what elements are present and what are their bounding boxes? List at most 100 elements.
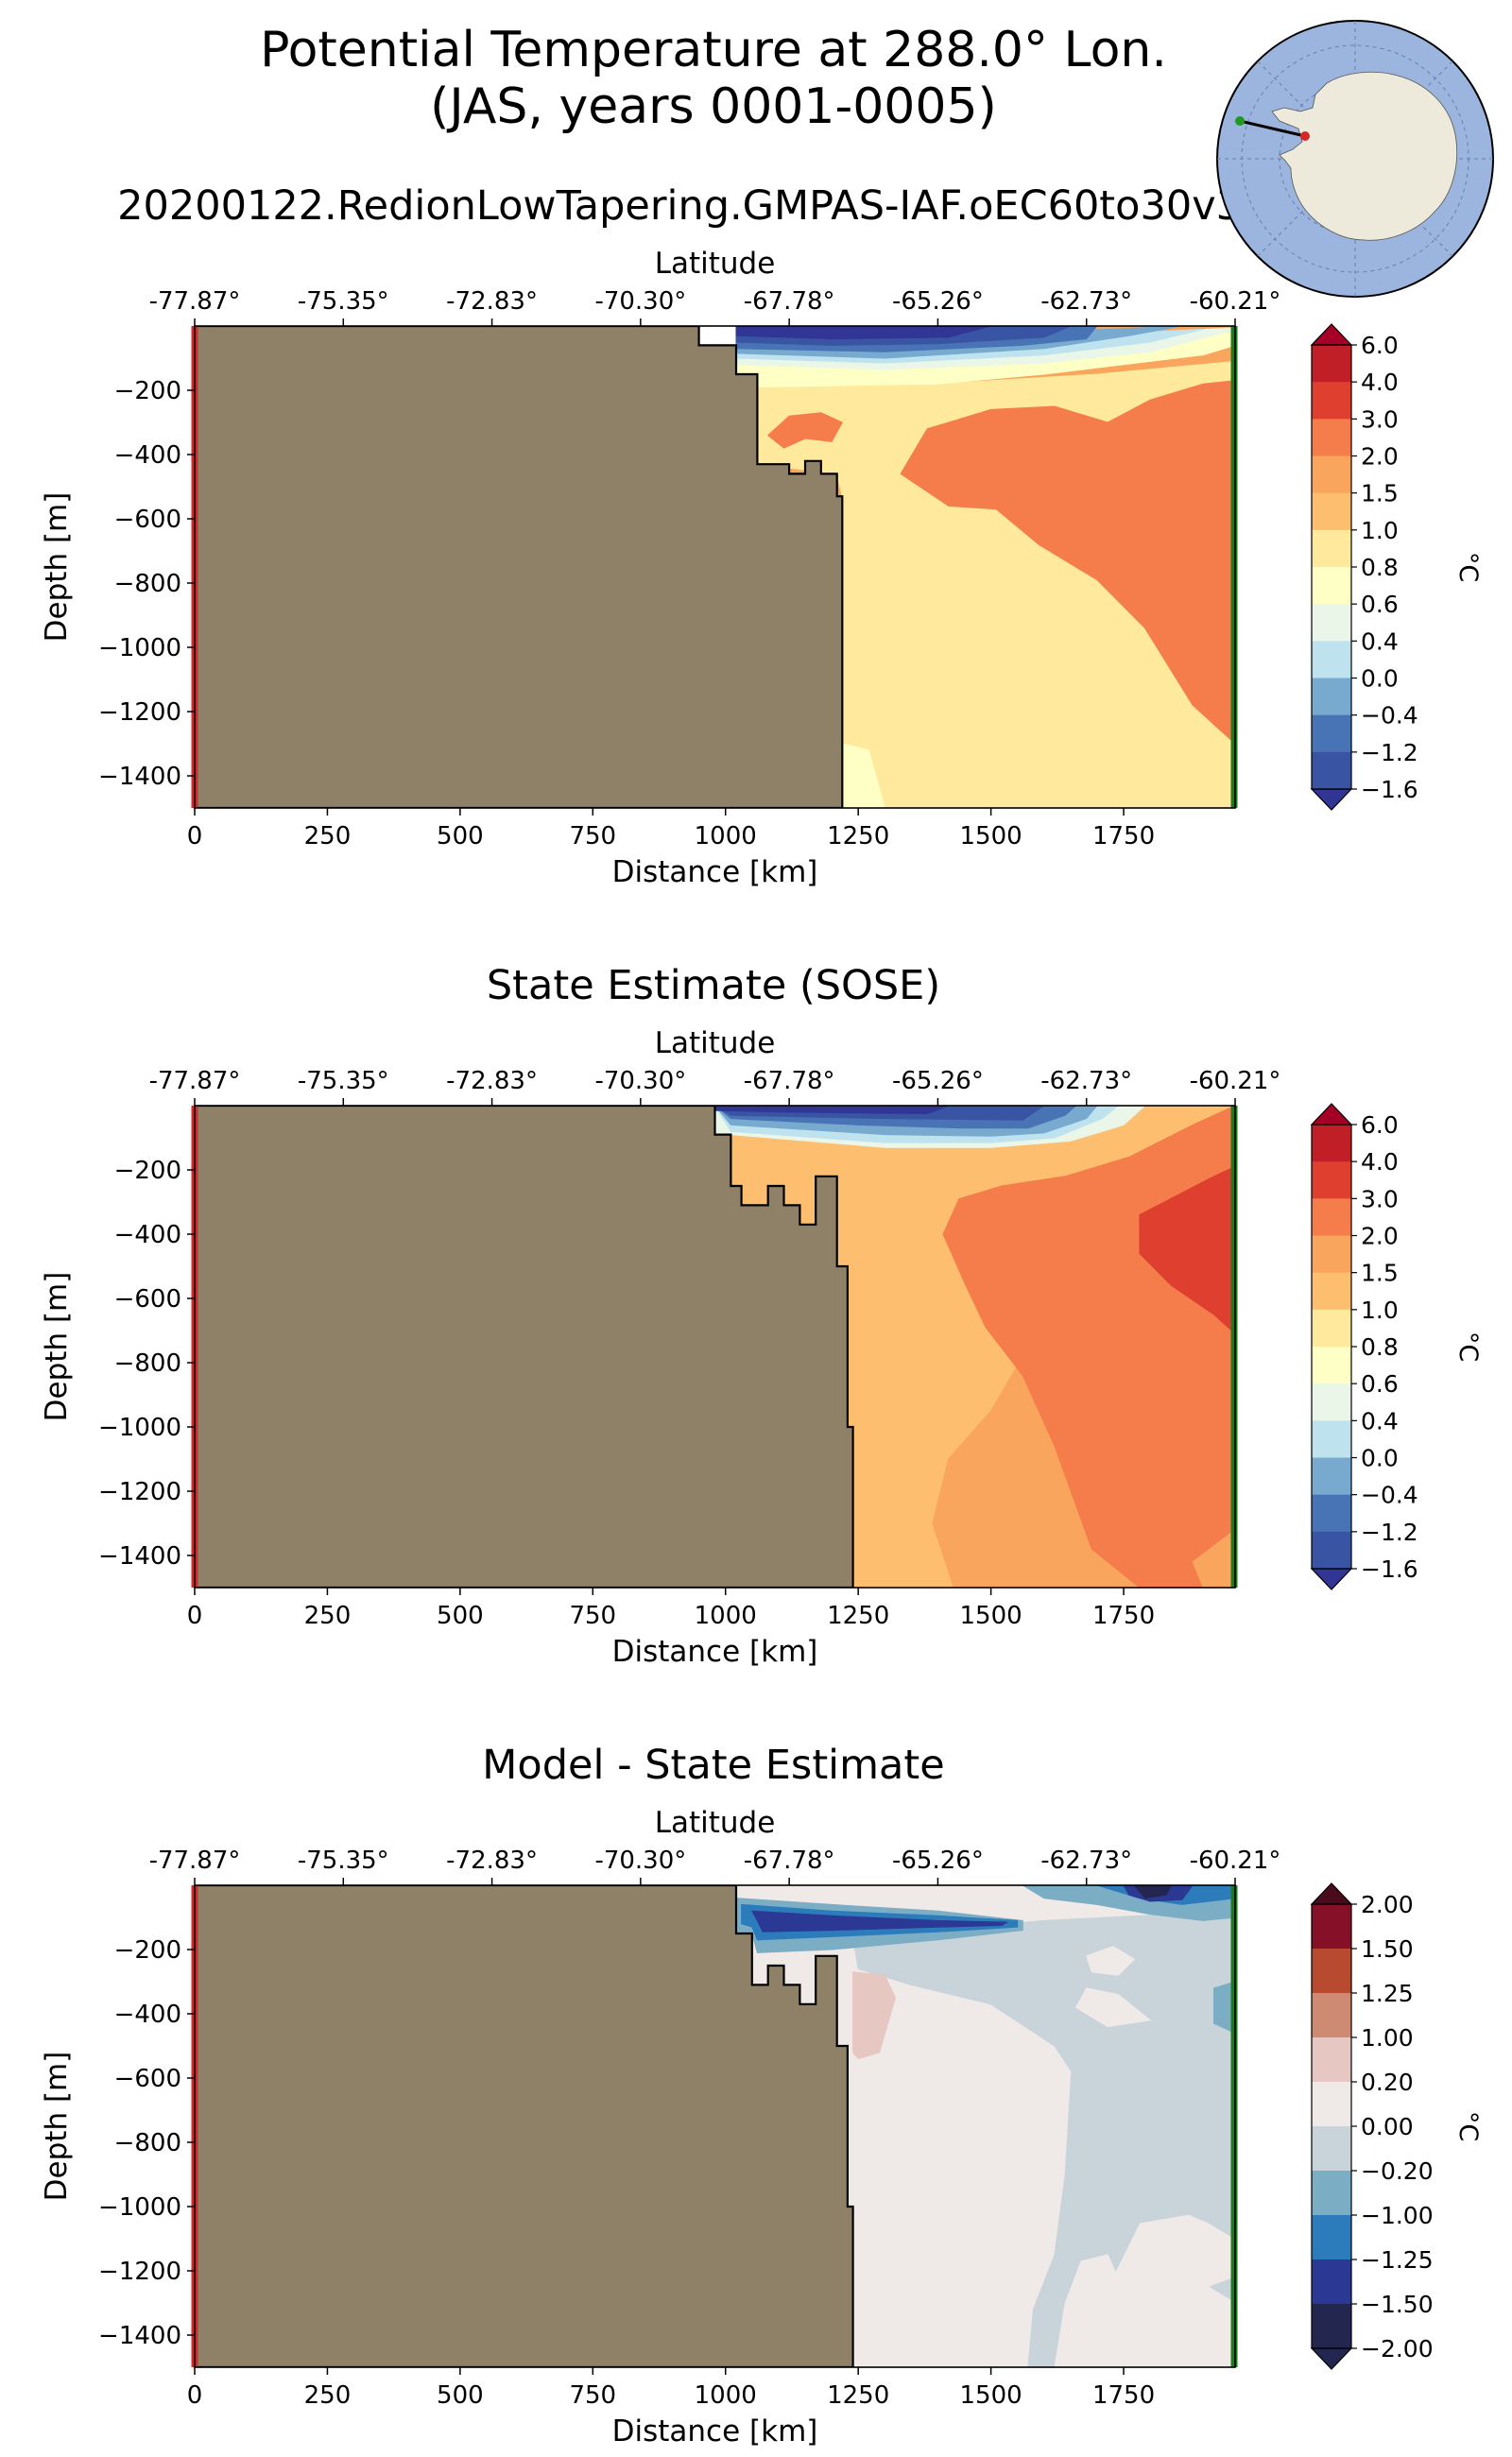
lat-tick-label: -75.35° — [298, 1847, 389, 1875]
x-tick-label: 0 — [187, 2381, 203, 2410]
contour-region — [1096, 1885, 1235, 1905]
lat-tick-label: -60.21° — [1190, 1067, 1281, 1095]
colorbar-tick-label: −1.00 — [1361, 2202, 1434, 2229]
difference-subtitle: Model - State Estimate — [482, 1742, 945, 1789]
colorbar-segment — [1312, 1347, 1351, 1384]
colorbar-segment — [1312, 1198, 1351, 1237]
colorbar-tick-label: 2.00 — [1361, 1891, 1414, 1918]
y-tick-label: −1000 — [98, 1414, 181, 1442]
panel-1: 0 250 500 750 1000 1250 1500 1750 −200 −400 −600 −8… — [40, 1026, 1483, 1669]
colorbar-segment — [1312, 2304, 1351, 2349]
colorbar-segment — [1312, 345, 1351, 383]
x-tick-label: 1500 — [960, 2381, 1022, 2410]
colorbar-tick-label: 0.6 — [1361, 591, 1399, 618]
colorbar-segment — [1312, 2082, 1351, 2127]
x-tick-label: 1750 — [1092, 2381, 1155, 2410]
y-tick-label: −800 — [114, 1349, 181, 1378]
contour-region — [852, 1910, 1235, 2240]
lat-tick-label: -62.73° — [1040, 287, 1132, 316]
colorbar-tick-label: −1.25 — [1361, 2246, 1434, 2274]
lat-tick-label: -75.35° — [298, 1067, 389, 1095]
colorbar-tick-label: 2.0 — [1361, 443, 1399, 471]
colorbar-max-extension — [1310, 1882, 1353, 1905]
x-tick-label: 1500 — [960, 1602, 1022, 1630]
contour-region — [735, 326, 1098, 352]
y-tick-label: −200 — [114, 377, 181, 405]
contour-region — [932, 1118, 1235, 1588]
contour-region — [741, 1903, 1019, 1941]
axes-frame — [194, 1884, 1236, 2368]
contour-region — [735, 326, 1182, 359]
colorbar-segment — [1312, 2259, 1351, 2305]
seafloor-mask — [195, 326, 844, 808]
lat-tick-label: -67.78° — [744, 287, 835, 316]
colorbar-tick-label: 0.8 — [1361, 554, 1399, 581]
lat-tick-label: -75.35° — [298, 287, 389, 316]
contour-region — [1123, 1885, 1194, 1902]
contour-region — [900, 380, 1235, 745]
colorbar-segment — [1312, 751, 1351, 790]
contour-region — [756, 360, 1235, 808]
contour-region — [714, 1106, 1235, 1588]
antarctica-landmass — [1271, 71, 1457, 241]
lat-tick-label: -62.73° — [1040, 1067, 1132, 1095]
x-tick-label: 250 — [304, 2381, 352, 2410]
y-tick-label: −400 — [114, 2001, 181, 2029]
contour-region — [735, 1898, 1023, 1953]
lat-tick-label: -65.26° — [892, 1847, 984, 1875]
colorbar-tick-label: 1.0 — [1361, 517, 1399, 544]
lat-tick-label: -65.26° — [892, 1067, 984, 1095]
colorbar-segment — [1312, 1125, 1351, 1162]
x-tick-label: 750 — [569, 1602, 616, 1630]
contour-region — [735, 1885, 1235, 2367]
colorbar-tick-label: 1.25 — [1361, 1980, 1414, 2007]
x-axis-label: Distance [km] — [612, 2414, 818, 2448]
colorbar-tick-label: −1.2 — [1361, 739, 1418, 766]
y-tick-label: −400 — [114, 441, 181, 470]
colorbar-tick-label: −1.50 — [1361, 2291, 1434, 2318]
colorbar-max-extension — [1310, 1103, 1353, 1125]
colorbar-tick-label: 0.8 — [1361, 1333, 1399, 1361]
plot-area — [195, 326, 1235, 808]
lat-tick-label: -72.83° — [446, 1067, 538, 1095]
contour-region — [1192, 1529, 1235, 1588]
lat-tick-label: -65.26° — [892, 287, 984, 316]
contour-region — [1054, 2254, 1141, 2367]
colorbar-tick-label: −1.6 — [1361, 776, 1418, 803]
contour-region — [1139, 2283, 1235, 2367]
colorbar-tick-label: 2.0 — [1361, 1223, 1399, 1250]
lat-tick-label: -67.78° — [744, 1067, 835, 1095]
panel-0: 0 250 500 750 1000 1250 1500 1750 −200 −400 −600 −8… — [40, 247, 1483, 889]
colorbar-segment — [1312, 1309, 1351, 1348]
colorbar-segment — [1312, 455, 1351, 494]
colorbar-segment — [1312, 492, 1351, 531]
x-tick-label: 750 — [569, 2381, 616, 2410]
y-tick-label: −1400 — [98, 2322, 181, 2350]
colorbar-max-extension — [1310, 323, 1353, 346]
colorbar-tick-label: 0.4 — [1361, 1407, 1399, 1435]
x-tick-label: 1000 — [695, 2381, 757, 2410]
colorbar-tick-label: 1.50 — [1361, 1935, 1414, 1963]
seafloor-mask — [195, 1885, 854, 2367]
contour-region — [714, 1106, 949, 1115]
y-tick-label: −800 — [114, 2129, 181, 2157]
axes-frame — [194, 325, 1236, 809]
y-tick-label: −1400 — [98, 763, 181, 791]
transect-end-dot — [1235, 116, 1245, 126]
colorbar-tick-label: 4.0 — [1361, 369, 1399, 396]
x-tick-label: 1250 — [827, 1602, 889, 1630]
y-tick-label: −800 — [114, 570, 181, 598]
colorbar-segment — [1312, 1457, 1351, 1496]
y-tick-label: −600 — [114, 506, 181, 534]
y-tick-label: −600 — [114, 1285, 181, 1314]
colorbar-tick-label: −2.00 — [1361, 2335, 1434, 2362]
colorbar-tick-label: 1.0 — [1361, 1297, 1399, 1324]
colorbar-unit-label: °C — [1453, 2111, 1483, 2141]
colorbar-segment — [1312, 1235, 1351, 1274]
colorbar: 2.00 1.50 1.25 1.00 0.20 0.00 −0.20 −1.00 −1.25 −… — [1310, 1882, 1483, 2370]
colorbar-segment — [1312, 1420, 1351, 1459]
x-tick-label: 1250 — [827, 822, 889, 850]
x-tick-label: 1000 — [695, 1602, 757, 1630]
contour-region — [713, 1106, 1045, 1121]
contour-region — [735, 328, 1204, 364]
